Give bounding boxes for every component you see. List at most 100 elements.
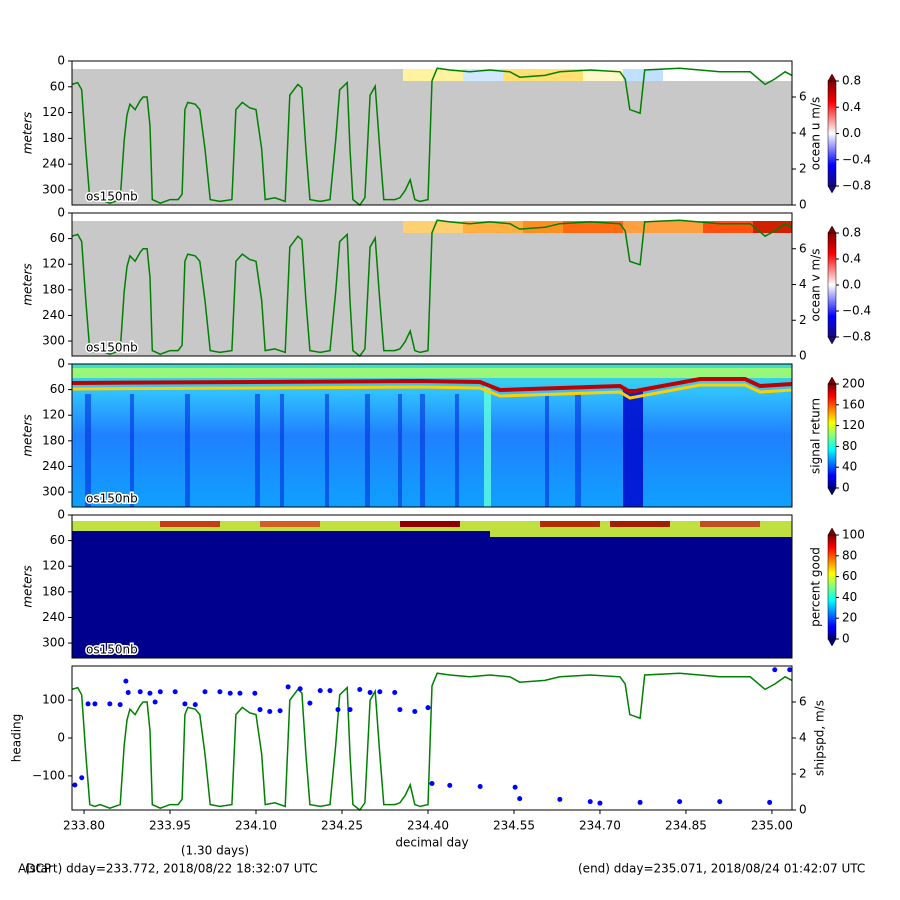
heatmap (490, 531, 792, 537)
heatmap-stripe (575, 394, 581, 507)
colorbar-tick-label: 0.0 (842, 278, 861, 292)
heatmap (72, 368, 792, 378)
heatmap-stripe (398, 394, 402, 507)
axes-frame (71, 363, 793, 508)
heatmap-cell (403, 69, 463, 81)
colorbar-extend (827, 225, 837, 234)
heading-dot (237, 690, 243, 696)
heading-dot (772, 667, 778, 673)
heading-dot (347, 707, 353, 713)
colorbar-tick-label: 100 (842, 528, 865, 542)
heatmap-stripe (255, 394, 260, 507)
y-tick-label: 120 (42, 105, 65, 119)
colorbar-tick-label: 40 (842, 460, 857, 474)
y-tick-label: 240 (42, 610, 65, 624)
colorbar-tick-label: 80 (842, 548, 857, 562)
y-tick-label: 60 (50, 533, 65, 547)
heading-dot (637, 799, 643, 805)
y2-tick-label: 4 (799, 731, 807, 745)
axes-frame (71, 60, 793, 206)
y-tick-label: 60 (50, 382, 65, 396)
heading-dot (227, 690, 233, 696)
heatmap-cell (623, 69, 663, 81)
colorbar (827, 80, 837, 187)
heading-dot (357, 686, 363, 692)
colorbar (827, 232, 837, 338)
heading-dot (92, 701, 98, 707)
heading-dot (267, 708, 273, 714)
panel-annotation: os150nb (86, 492, 138, 506)
heading-dot (217, 689, 223, 695)
heading-dot (125, 690, 131, 696)
x-tick-label: 234.40 (407, 819, 449, 833)
heading-dot (767, 799, 773, 805)
heading-dot (335, 707, 341, 713)
heatmap-cell (700, 521, 760, 527)
heading-dot (597, 800, 603, 806)
y-tick-label: 180 (42, 282, 65, 296)
colorbar-tick-label: −0.4 (842, 304, 871, 318)
y-tick-label: 0 (57, 206, 65, 220)
heatmap-stripe (484, 384, 491, 507)
heatmap-stripe (623, 389, 643, 507)
heatmap-cell (260, 521, 320, 527)
y2-tick-label: 6 (799, 241, 807, 255)
heatmap-stripe (420, 394, 425, 507)
colorbar-tick-label: −0.4 (842, 152, 871, 166)
y2-tick-label: 0 (799, 803, 807, 817)
y-axis-label: meters (21, 414, 35, 456)
y-tick-label: 180 (42, 433, 65, 447)
heatmap-cell (540, 521, 600, 527)
heading-dot (367, 690, 373, 696)
colorbar-tick-label: 80 (842, 439, 857, 453)
heading-dot (517, 796, 523, 802)
x-tick-label: 234.25 (321, 819, 363, 833)
colorbar-label: signal return (809, 398, 823, 474)
y-tick-label: 180 (42, 584, 65, 598)
y-tick-label: 300 (42, 182, 65, 196)
heatmap-cell (753, 221, 792, 233)
heading-dot (147, 690, 153, 696)
x-tick-label: 233.95 (149, 819, 191, 833)
y-tick-label: 120 (42, 408, 65, 422)
heading-dot (307, 700, 313, 706)
heatmap-stripe (85, 394, 91, 507)
heatmap-cell (400, 521, 460, 527)
colorbar (827, 534, 837, 640)
heatmap-stripe (545, 394, 549, 507)
x-tick-label: 234.55 (493, 819, 535, 833)
heatmap-cell (160, 521, 220, 527)
heading-dot (429, 780, 435, 786)
heading-dot (392, 690, 398, 696)
colorbar (827, 383, 837, 489)
heatmap-cell (610, 521, 670, 527)
x-tick-label: 234.70 (579, 819, 621, 833)
colorbar-tick-label: 0.8 (842, 74, 861, 88)
y2-tick-label: 4 (799, 277, 807, 291)
heading-dot (327, 688, 333, 694)
colorbar-extend (827, 185, 837, 194)
heatmap (72, 523, 792, 658)
colorbar-tick-label: 0.8 (842, 226, 861, 240)
speed-line (71, 67, 793, 207)
heatmap-stripe (455, 394, 459, 507)
colorbar-label: ocean u m/s (809, 97, 823, 171)
heading-dot (277, 708, 283, 714)
y-tick-label: 100 (42, 693, 65, 707)
axes-frame (71, 665, 793, 811)
colorbar-extend (827, 376, 837, 385)
heading-dot (137, 689, 143, 695)
x-axis-label: decimal day (395, 836, 468, 850)
axes-frame (71, 212, 793, 357)
y2-axis-label: shipspd, m/s (813, 700, 827, 776)
y-tick-label: 240 (42, 459, 65, 473)
y2-tick-label: 0 (799, 349, 807, 363)
y2-tick-label: 0 (799, 198, 807, 212)
y2-tick-label: 2 (799, 767, 807, 781)
panel-annotation: os150nb (86, 643, 138, 657)
heatmap (72, 364, 792, 507)
colorbar-tick-label: −0.8 (842, 179, 871, 193)
heading-dot (512, 784, 518, 790)
y2-tick-label: 2 (799, 313, 807, 327)
